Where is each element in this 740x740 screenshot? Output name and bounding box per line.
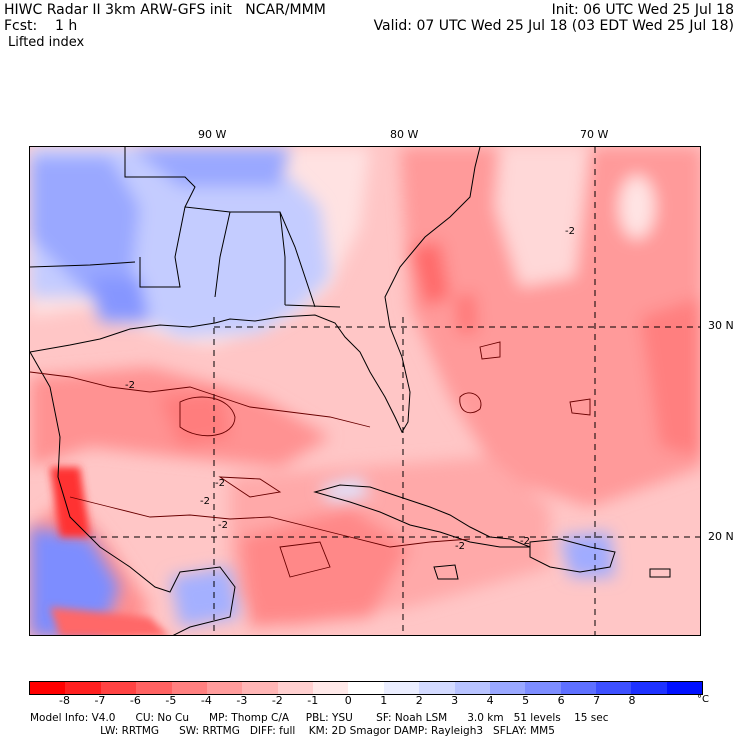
forecast-hour: Fcst: 1 h <box>4 18 78 34</box>
contour-label: -2 <box>125 380 135 391</box>
colorbar-segment <box>313 682 349 694</box>
colorbar-segment <box>348 682 384 694</box>
colorbar-segment <box>242 682 278 694</box>
colorbar-unit: °C <box>697 694 709 705</box>
model-info-line2: LW: RRTMG SW: RRTMG DIFF: full KM: 2D Sm… <box>30 725 555 737</box>
lat-label-30n: 30 N <box>708 319 734 332</box>
colorbar-tick-label: 5 <box>522 694 530 707</box>
colorbar-tick-label: -3 <box>236 694 248 707</box>
contour-labels: -2 -2 -2 -2 -2 -2 -2 <box>125 226 575 552</box>
field-name: Lifted index <box>8 35 85 50</box>
colorbar-segment <box>206 682 243 694</box>
colorbar-segment <box>100 682 137 694</box>
colorbar-segment <box>596 682 632 694</box>
colorbar-tick-label: 0 <box>344 694 352 707</box>
colorbar-segment <box>631 682 667 694</box>
colorbar-tick-label: 3 <box>451 694 459 707</box>
colorbar-segment <box>171 682 207 694</box>
contour-label: -2 <box>215 478 225 489</box>
colorbar-tick-label: 7 <box>593 694 601 707</box>
init-time: Init: 06 UTC Wed 25 Jul 18 <box>551 2 734 18</box>
contour-label: -2 <box>218 520 228 531</box>
model-title: HIWC Radar II 3km ARW-GFS init NCAR/MMM <box>4 2 326 18</box>
contour-label: -2 <box>520 536 530 547</box>
lon-label-90w: 90 W <box>198 128 227 141</box>
colorbar-segment <box>454 682 490 694</box>
contour-label: -2 <box>455 541 465 552</box>
colorbar-segment <box>560 682 596 694</box>
colorbar-segment <box>666 682 703 694</box>
colorbar-tick-label: -7 <box>94 694 106 707</box>
colorbar-segment <box>525 682 561 694</box>
coastlines <box>30 147 671 635</box>
colorbar-segment <box>489 682 526 694</box>
colorbar <box>29 681 703 695</box>
colorbar-tick-label: -4 <box>200 694 212 707</box>
colorbar-tick-label: 4 <box>486 694 494 707</box>
lat-lon-grid <box>90 147 700 635</box>
colorbar-segment <box>136 682 172 694</box>
lifted-index-map: -2 -2 -2 -2 -2 -2 -2 <box>29 146 701 636</box>
valid-time: Valid: 07 UTC Wed 25 Jul 18 (03 EDT Wed … <box>373 18 734 34</box>
colorbar-tick-label: 2 <box>415 694 423 707</box>
colorbar-tick-label: -8 <box>58 694 70 707</box>
contours <box>30 341 591 578</box>
colorbar-ticks: -8 -7 -6 -5 -4 -3 -2 -1 0 1 2 3 4 5 6 7 8 <box>29 694 703 707</box>
colorbar-tick-label: 1 <box>380 694 388 707</box>
colorbar-segment <box>30 682 66 694</box>
lon-label-80w: 80 W <box>390 128 419 141</box>
colorbar-tick-label: 6 <box>557 694 565 707</box>
colorbar-tick-label: -5 <box>165 694 177 707</box>
colorbar-tick-label: -6 <box>129 694 141 707</box>
contour-label: -2 <box>200 496 210 507</box>
colorbar-tick-label: -1 <box>307 694 319 707</box>
colorbar-segment <box>383 682 420 694</box>
lat-label-20n: 20 N <box>708 530 734 543</box>
colorbar-tick-label: 8 <box>628 694 636 707</box>
colorbar-segment <box>65 682 101 694</box>
colorbar-segment <box>277 682 313 694</box>
map-canvas: -2 -2 -2 -2 -2 -2 -2 <box>30 147 700 635</box>
colorbar-segment <box>419 682 455 694</box>
colorbar-tick-label: -2 <box>271 694 283 707</box>
lon-label-70w: 70 W <box>580 128 609 141</box>
contour-label: -2 <box>565 226 575 237</box>
model-info-line1: Model Info: V4.0 CU: No Cu MP: Thomp C/A… <box>30 712 609 724</box>
